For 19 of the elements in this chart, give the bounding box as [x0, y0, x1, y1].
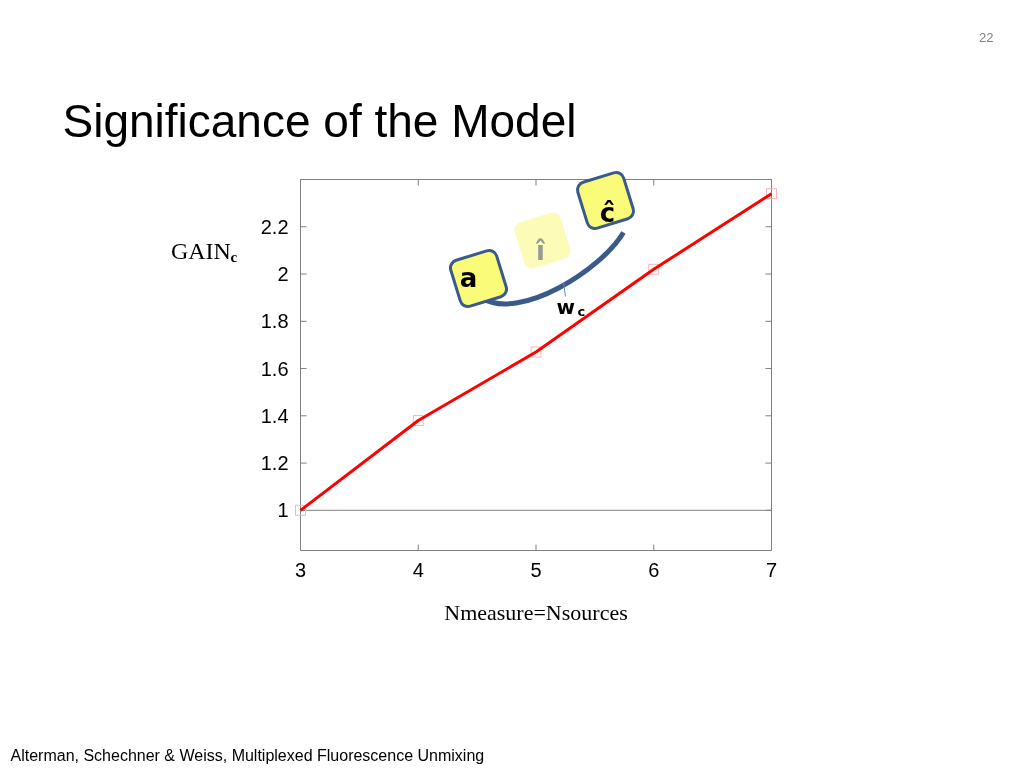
y-tick-label: 1.8	[260, 310, 289, 333]
annotation: î	[535, 235, 547, 266]
y-tick-label: 1	[277, 499, 289, 522]
x-tick-label: 5	[530, 558, 542, 581]
y-tick-label: 1.2	[260, 452, 289, 475]
annotation: a	[459, 262, 478, 293]
annotation: ĉ	[599, 197, 616, 228]
x-tick-label: 7	[765, 558, 778, 581]
y-tick-label: 1.6	[260, 357, 289, 380]
text: Alterman, Schechner & Weiss, Multiplexed Fluorescence Unmixing	[10, 747, 485, 764]
chart-title: Significance of the Model	[62, 94, 577, 147]
x-tick-label: 6	[648, 558, 660, 581]
y-tick-label: 1.4	[260, 404, 289, 427]
x-tick-label: 4	[412, 558, 424, 581]
y-tick-label: 2	[277, 263, 289, 286]
x-axis-title: Nmeasure=Nsources	[444, 600, 628, 625]
text: 22	[979, 30, 994, 45]
x-tick-label: 3	[294, 558, 307, 581]
y-tick-label: 2.2	[260, 215, 289, 238]
